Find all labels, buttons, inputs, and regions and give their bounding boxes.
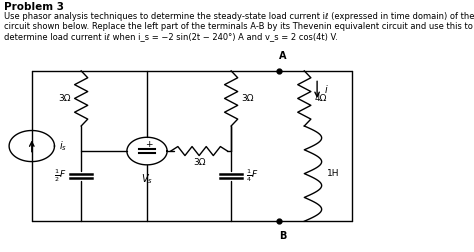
Text: circuit shown below. Replace the left part of the terminals A-B by its Thevenin : circuit shown below. Replace the left pa… [4,22,473,31]
Text: 4Ω: 4Ω [315,94,327,103]
Text: $V_s$: $V_s$ [141,172,153,186]
Text: B: B [279,231,286,241]
Text: Problem 3: Problem 3 [4,2,64,12]
Text: 1H: 1H [327,169,340,178]
Text: A: A [279,51,286,61]
Text: $\frac{1}{2}F$: $\frac{1}{2}F$ [54,168,66,184]
Text: Use phasor analysis techniques to determine the steady-state load current iℓ (ex: Use phasor analysis techniques to determ… [4,12,474,21]
Text: 3Ω: 3Ω [58,94,71,103]
Text: determine load current iℓ when i_s = −2 sin(2t − 240°) A and v_s = 2 cos(4t) V.: determine load current iℓ when i_s = −2 … [4,32,338,41]
Text: 3Ω: 3Ω [193,158,205,167]
Text: $i_s$: $i_s$ [59,139,67,153]
Text: i: i [324,85,327,95]
Text: +: + [145,140,153,149]
Text: 3Ω: 3Ω [241,94,254,103]
Text: $\frac{1}{4}F$: $\frac{1}{4}F$ [246,168,258,184]
